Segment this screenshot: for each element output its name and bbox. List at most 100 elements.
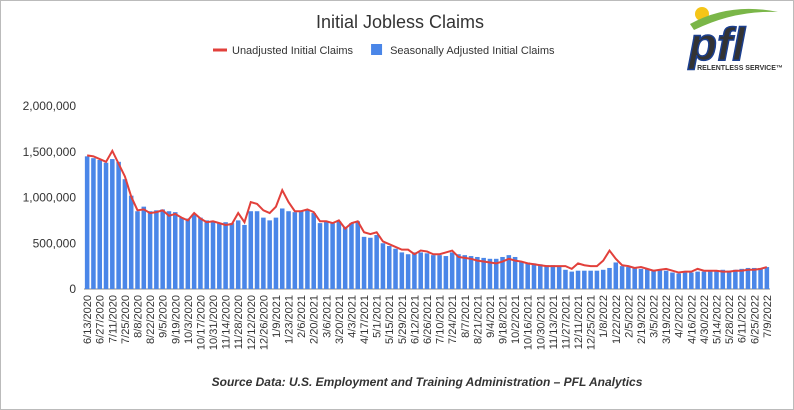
- bar: [632, 267, 637, 289]
- bar: [745, 267, 751, 289]
- bar: [229, 223, 235, 289]
- bar: [531, 263, 537, 289]
- bar: [449, 252, 455, 289]
- legend: Unadjusted Initial Claims Seasonally Adju…: [213, 44, 555, 57]
- bar: [582, 270, 587, 289]
- bar: [569, 271, 575, 289]
- bar: [619, 266, 625, 289]
- x-tick-label: 1/8/2022: [598, 295, 610, 338]
- logo-tagline: RELENTLESS SERVICE™: [697, 65, 783, 72]
- bar: [279, 208, 285, 289]
- bar: [506, 255, 512, 289]
- x-tick-label: 1/9/2021: [271, 295, 283, 338]
- x-tick-label: 8/22/2020: [145, 295, 157, 344]
- bar: [481, 257, 486, 289]
- bar: [160, 209, 165, 289]
- x-tick-label: 4/30/2022: [699, 295, 711, 344]
- bar: [210, 221, 216, 289]
- x-tick-label: 4/17/2021: [359, 295, 371, 344]
- bar: [475, 256, 480, 289]
- bar: [726, 270, 732, 289]
- bar: [670, 272, 675, 289]
- x-tick-label: 10/30/2021: [535, 295, 547, 350]
- logo-text: pfl: [687, 18, 746, 70]
- bar: [588, 270, 593, 289]
- chart-title: Initial Jobless Claims: [316, 12, 484, 32]
- bar: [689, 272, 694, 289]
- bar: [368, 237, 373, 289]
- bar: [191, 213, 197, 289]
- bar: [512, 256, 518, 289]
- bar: [752, 267, 757, 289]
- bar: [500, 256, 505, 289]
- bar: [84, 156, 90, 289]
- bar: [242, 224, 247, 289]
- logo-swoosh: [690, 8, 778, 30]
- bar: [380, 243, 386, 289]
- x-tick-label: 10/3/2020: [183, 295, 195, 344]
- y-tick-label: 500,000: [33, 236, 77, 250]
- bar: [374, 235, 379, 289]
- x-tick-label: 6/27/2020: [95, 295, 107, 344]
- bar: [248, 211, 254, 289]
- x-tick-label: 4/2/2022: [674, 295, 686, 338]
- bar: [217, 223, 222, 289]
- bar: [91, 158, 96, 289]
- legend-swatch: [371, 44, 383, 55]
- bar: [563, 269, 568, 289]
- bar: [443, 256, 449, 289]
- bar: [261, 217, 266, 289]
- bar: [154, 210, 159, 289]
- x-tick-label: 6/12/2021: [409, 295, 421, 344]
- bar: [462, 255, 468, 289]
- bar: [707, 270, 713, 289]
- x-tick-label: 7/24/2021: [447, 295, 459, 344]
- x-tick-label: 2/19/2022: [636, 295, 648, 344]
- bar: [204, 220, 209, 289]
- x-tick-label: 12/11/2021: [573, 295, 585, 349]
- x-tick-label: 11/27/2021: [560, 295, 572, 349]
- bar: [764, 267, 770, 289]
- x-tick-label: 9/4/2021: [485, 295, 497, 338]
- x-tick-label: 10/17/2020: [195, 295, 207, 350]
- bar: [556, 266, 562, 289]
- x-tick-label: 2/20/2021: [309, 295, 321, 344]
- x-tick-label: 7/10/2021: [435, 295, 447, 344]
- bar: [525, 262, 530, 289]
- x-tick-label: 10/16/2021: [523, 295, 535, 350]
- bar: [720, 269, 726, 289]
- bar: [235, 220, 241, 289]
- bar: [600, 269, 606, 289]
- bar: [638, 268, 644, 289]
- bar: [701, 271, 707, 289]
- bar: [393, 248, 398, 289]
- bar: [399, 252, 405, 289]
- bar: [544, 265, 549, 289]
- bar: [198, 217, 203, 289]
- x-tick-label: 2/5/2022: [623, 295, 635, 338]
- x-tick-label: 6/25/2022: [749, 295, 761, 344]
- bar: [657, 269, 663, 289]
- legend-label: Unadjusted Initial Claims: [232, 45, 354, 57]
- x-tick-label: 5/15/2021: [384, 295, 396, 344]
- bar: [267, 220, 272, 289]
- x-tick-label: 10/31/2020: [208, 295, 220, 350]
- legend-label: Seasonally Adjusted Initial Claims: [390, 45, 555, 57]
- bar: [676, 273, 682, 289]
- bar: [412, 252, 417, 289]
- bar: [116, 161, 121, 289]
- bar: [424, 253, 430, 289]
- bar: [418, 252, 423, 289]
- bar: [733, 269, 738, 289]
- bar: [311, 213, 316, 289]
- bar: [97, 159, 102, 289]
- x-tick-label: 9/19/2020: [170, 295, 182, 344]
- bar: [487, 258, 493, 289]
- bar: [663, 270, 669, 289]
- bar: [298, 211, 304, 289]
- bar: [519, 261, 524, 289]
- bar: [349, 223, 354, 289]
- source-note: Source Data: U.S. Employment and Trainin…: [212, 375, 643, 389]
- bar: [361, 236, 367, 289]
